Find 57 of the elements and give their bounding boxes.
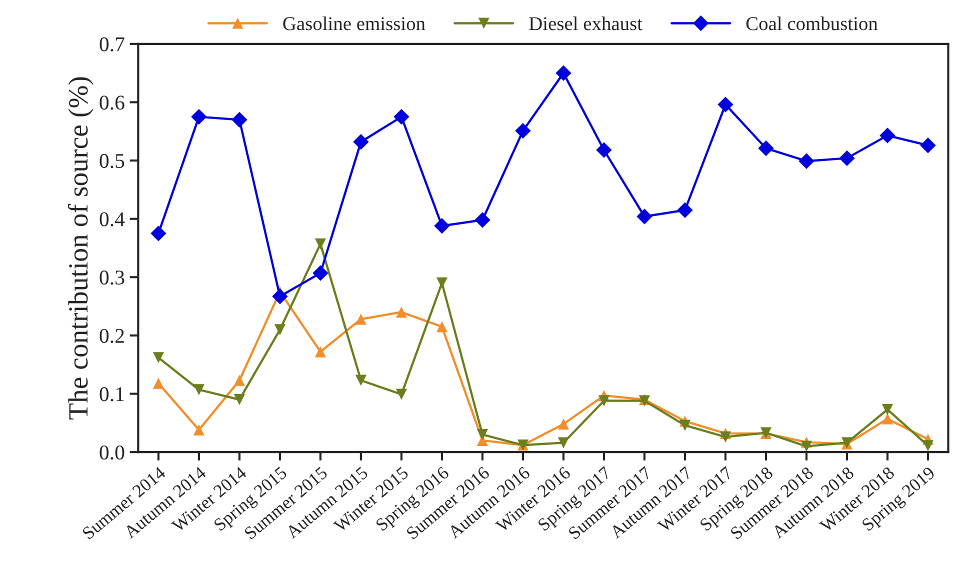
point <box>152 352 164 364</box>
point <box>920 138 936 154</box>
point <box>677 202 693 218</box>
point <box>394 108 410 125</box>
point <box>234 394 245 406</box>
legend-label: Gasoline emission <box>283 16 426 30</box>
point <box>436 321 448 332</box>
point <box>232 112 248 128</box>
point <box>314 346 326 358</box>
point <box>882 404 894 416</box>
point <box>193 424 204 436</box>
point <box>152 378 164 389</box>
point <box>922 440 934 452</box>
y-tick-label: 0.2 <box>100 328 124 343</box>
point <box>558 418 570 430</box>
point <box>474 212 490 228</box>
point <box>556 65 572 81</box>
point <box>355 374 367 386</box>
point <box>558 437 570 448</box>
legend-label: Coal combustion <box>746 16 878 30</box>
point <box>476 429 488 440</box>
y-tick-label: 0.3 <box>100 270 124 285</box>
point <box>598 395 610 406</box>
point <box>191 108 207 125</box>
point <box>758 140 774 156</box>
point <box>396 388 408 400</box>
point <box>800 440 812 452</box>
legend-label: Diesel exhaust <box>529 16 642 30</box>
point <box>434 218 450 234</box>
point <box>312 265 328 281</box>
point <box>353 134 369 150</box>
point <box>436 277 448 289</box>
point <box>880 128 896 144</box>
y-axis-title: The contribution of source (%) <box>68 77 94 420</box>
y-tick-label: 0.7 <box>100 37 124 52</box>
y-tick-label: 0.6 <box>100 96 124 110</box>
point <box>193 384 204 396</box>
point <box>839 150 855 166</box>
point <box>679 420 691 431</box>
point <box>150 226 166 242</box>
y-tick-label: 0.5 <box>100 154 124 168</box>
point <box>636 208 652 224</box>
point <box>720 431 732 442</box>
y-tick-label: 0.0 <box>100 445 124 460</box>
y-tick-label: 0.4 <box>100 212 125 226</box>
point <box>718 96 734 112</box>
point <box>272 288 288 304</box>
point <box>396 306 408 318</box>
point <box>314 238 326 250</box>
y-tick-label: 0.1 <box>100 387 124 402</box>
point <box>355 314 367 325</box>
point <box>515 122 531 139</box>
point <box>274 324 286 336</box>
point <box>596 142 612 158</box>
point <box>234 374 245 386</box>
point <box>798 153 814 169</box>
point <box>882 413 894 424</box>
